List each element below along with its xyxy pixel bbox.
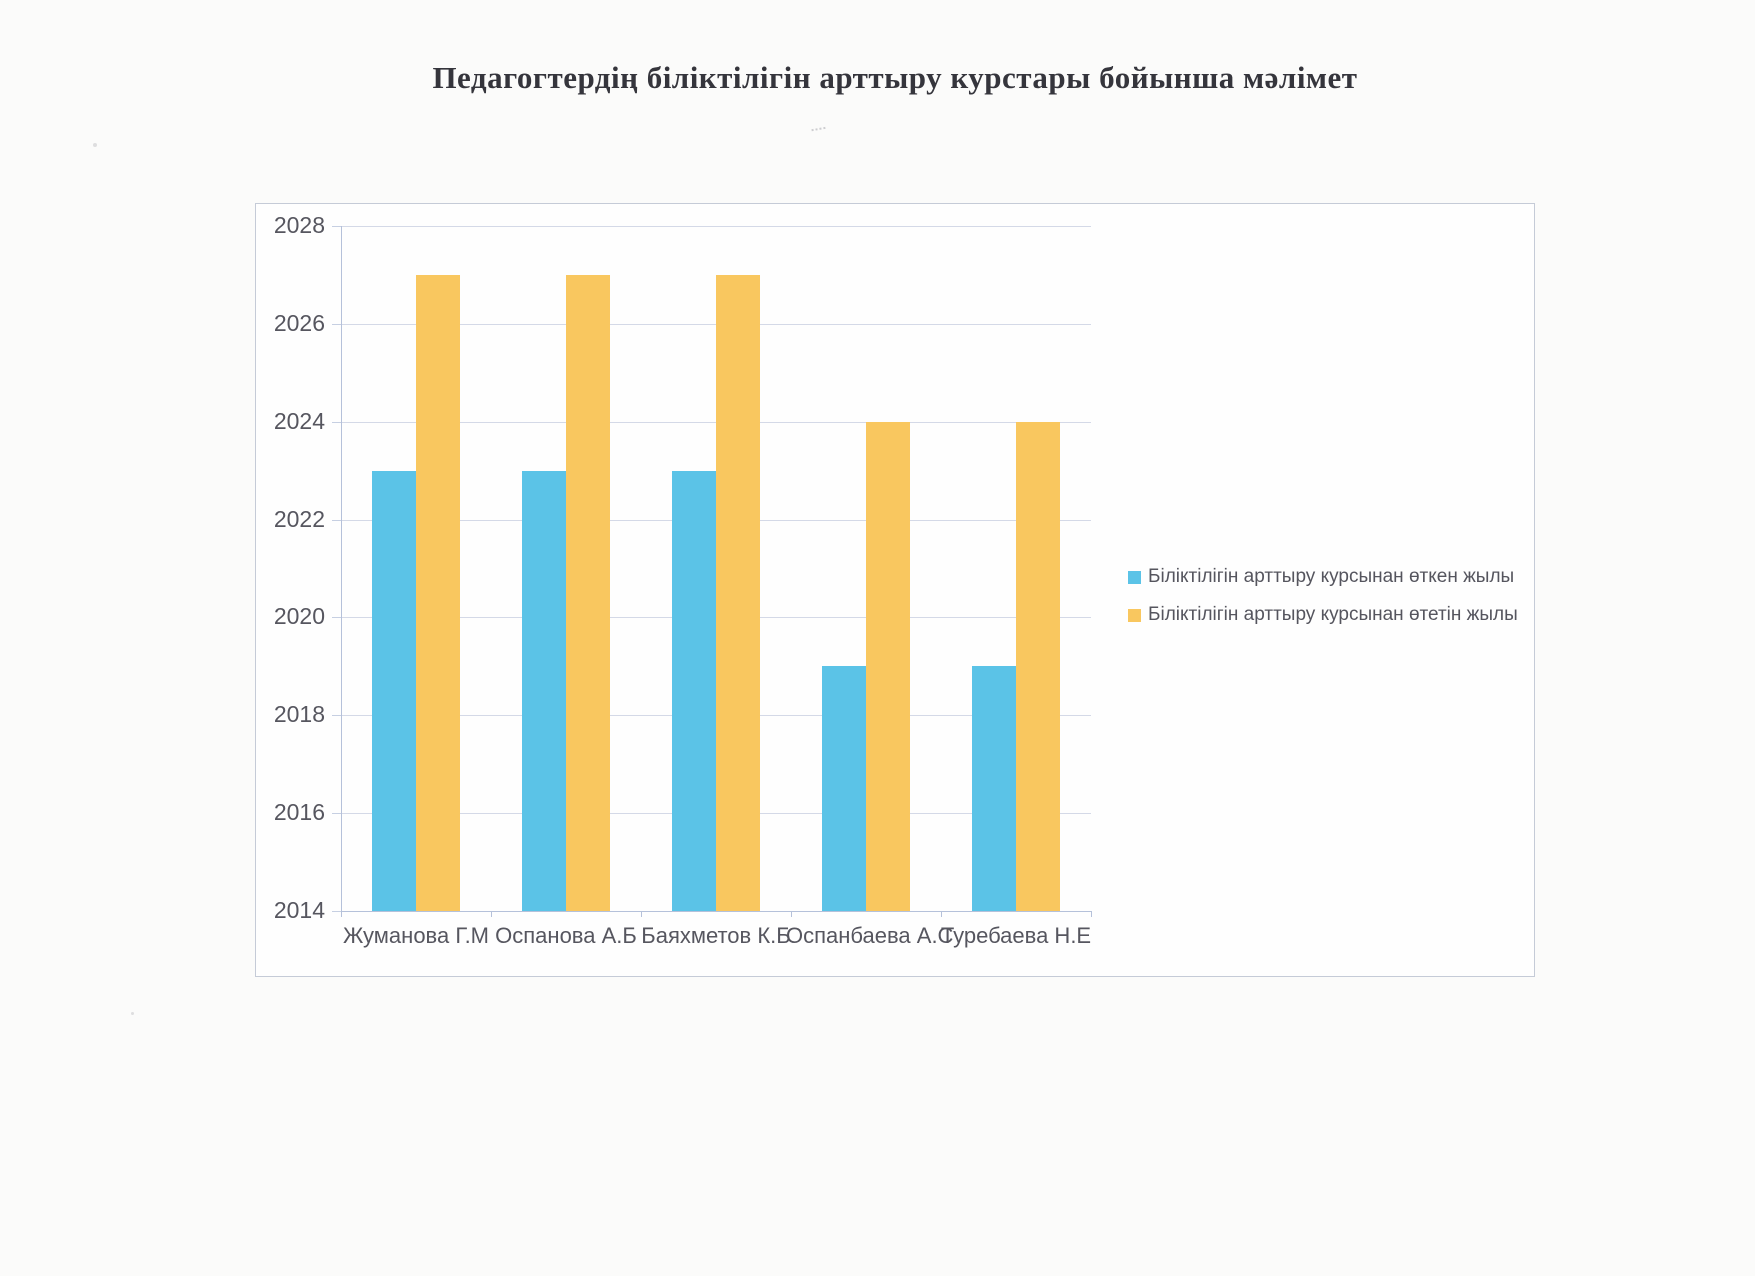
chart-frame: 2014 2016 2018 2020 2022 2024 2026 2028 Жуманов… — [255, 203, 1535, 977]
y-tick-label-2022: 2022 — [273, 505, 325, 532]
plot-area — [341, 226, 1091, 911]
scan-artifact — [93, 143, 97, 147]
y-tick-label-2020: 2020 — [273, 603, 325, 630]
scan-artifact — [131, 1012, 134, 1015]
legend-label-1: Біліктілігін арттыру курсынан өткен жылы — [1148, 566, 1515, 587]
x-axis-tick — [791, 911, 792, 917]
x-category-label-5: Туребаева Н.Е — [940, 923, 1092, 948]
y-axis-tick — [332, 323, 341, 325]
y-tick-label-2018: 2018 — [273, 701, 325, 728]
legend-label-2: Біліктілігін арттыру курсынан өтетін жыл… — [1148, 604, 1518, 625]
scan-artifact — [811, 126, 827, 138]
y-axis-line — [341, 226, 342, 911]
x-category-label-2: Оспанова А.Б — [495, 923, 637, 948]
legend-item-1: Біліктілігін арттыру курсынан өткен жылы — [1128, 566, 1514, 588]
x-axis-tick — [941, 911, 942, 917]
x-category-label-1: Жуманова Г.М — [342, 923, 490, 948]
legend-swatch-icon — [1128, 608, 1141, 622]
y-axis-tick — [332, 519, 341, 521]
x-axis-line — [341, 911, 1092, 912]
bar-planned-year-2 — [566, 274, 610, 911]
bar-past-year-1 — [372, 470, 416, 911]
bar-past-year-3 — [672, 470, 716, 911]
y-tick-label-2024: 2024 — [273, 407, 325, 434]
bar-past-year-2 — [522, 470, 566, 911]
x-category-label-4: Оспанбаева А.С — [786, 923, 954, 948]
y-axis-tick — [332, 911, 341, 912]
y-tick-label-2028: 2028 — [273, 212, 325, 238]
bar-past-year-4 — [822, 666, 866, 911]
bar-planned-year-1 — [416, 274, 460, 911]
y-axis-tick — [332, 715, 341, 717]
x-axis-tick — [491, 911, 492, 917]
y-tick-label-2026: 2026 — [273, 309, 325, 336]
y-tick-label-2016: 2016 — [273, 799, 325, 826]
x-axis-tick — [341, 911, 342, 917]
bar-past-year-5 — [972, 666, 1016, 911]
chart-title: Педагогтердің біліктілігін арттыру курст… — [432, 60, 1358, 95]
y-axis-tick — [332, 226, 341, 227]
x-axis-tick — [641, 911, 642, 917]
bar-planned-year-5 — [1016, 421, 1060, 911]
bar-planned-year-4 — [866, 421, 910, 911]
y-axis-tick — [332, 813, 341, 815]
y-axis-tick — [332, 617, 341, 619]
legend-item-2: Біліктілігін арттыру курсынан өтетін жыл… — [1128, 604, 1518, 626]
gridline-2028 — [341, 226, 1091, 227]
y-axis-tick — [332, 421, 341, 423]
x-category-label-3: Баяхметов К.Б — [641, 923, 791, 948]
y-tick-label-2014: 2014 — [273, 897, 325, 923]
x-axis-tick — [1091, 911, 1092, 917]
bar-planned-year-3 — [716, 274, 760, 911]
legend-swatch-icon — [1128, 570, 1141, 584]
